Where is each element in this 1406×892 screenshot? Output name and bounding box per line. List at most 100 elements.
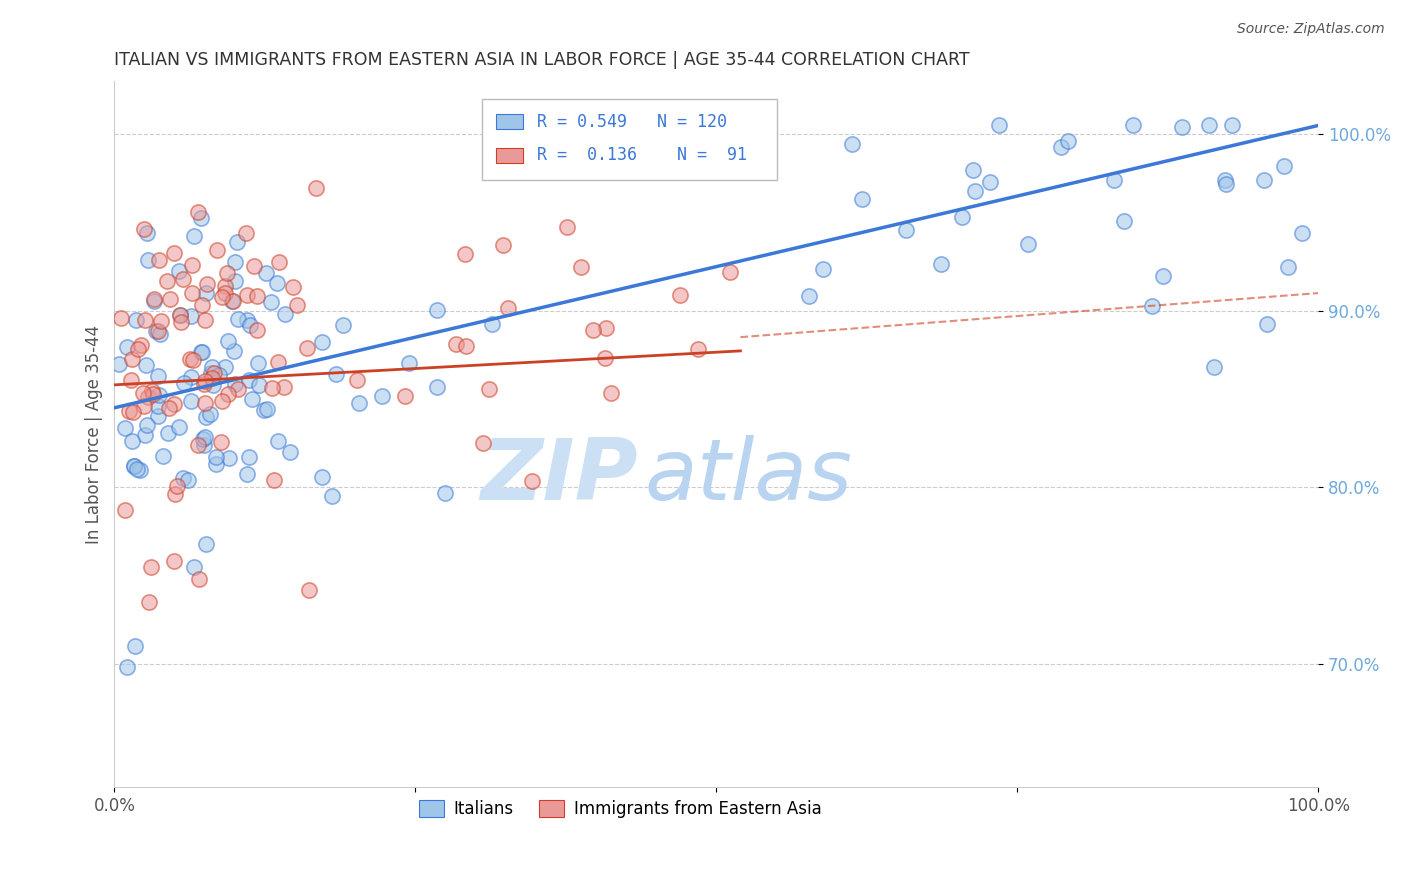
- Point: [215, 267, 238, 281]
- Point: [238, 373, 260, 387]
- Point: [1114, 214, 1136, 228]
- Point: [155, 274, 177, 288]
- Point: [266, 355, 288, 369]
- Point: [190, 211, 212, 226]
- Point: [221, 294, 243, 309]
- Point: [205, 450, 228, 464]
- Point: [194, 396, 217, 410]
- Point: [398, 355, 420, 369]
- Point: [266, 276, 288, 290]
- Point: [254, 266, 277, 280]
- Point: [143, 293, 166, 308]
- FancyBboxPatch shape: [482, 99, 776, 180]
- Point: [246, 356, 269, 370]
- Point: [238, 318, 260, 332]
- Point: [246, 323, 269, 337]
- Point: [180, 370, 202, 384]
- Point: [148, 399, 170, 413]
- Point: [132, 400, 155, 414]
- Point: [669, 288, 692, 302]
- Point: [1057, 134, 1080, 148]
- Point: [141, 559, 163, 574]
- Point: [141, 384, 163, 398]
- Point: [117, 403, 139, 417]
- Point: [235, 288, 257, 302]
- Point: [134, 427, 156, 442]
- Point: [157, 401, 180, 415]
- Point: [132, 386, 155, 401]
- Point: [183, 229, 205, 244]
- Point: [472, 435, 495, 450]
- Point: [273, 379, 295, 393]
- Point: [180, 286, 202, 301]
- Point: [163, 486, 186, 500]
- Point: [214, 285, 236, 300]
- Point: [114, 421, 136, 435]
- Point: [371, 389, 394, 403]
- Point: [180, 309, 202, 323]
- Point: [194, 430, 217, 444]
- Point: [197, 277, 219, 292]
- Point: [180, 394, 202, 409]
- Point: [1256, 317, 1278, 331]
- Point: [267, 434, 290, 448]
- Point: [146, 409, 169, 423]
- Point: [1017, 236, 1039, 251]
- Point: [141, 386, 163, 401]
- Point: [1102, 173, 1125, 187]
- Point: [492, 238, 515, 252]
- Point: [169, 419, 191, 434]
- Point: [204, 457, 226, 471]
- Point: [191, 432, 214, 446]
- Point: [256, 402, 278, 417]
- Point: [211, 290, 233, 304]
- Point: [124, 458, 146, 473]
- Text: atlas: atlas: [644, 435, 852, 518]
- Point: [198, 407, 221, 421]
- Point: [172, 470, 194, 484]
- Point: [222, 344, 245, 359]
- Point: [121, 352, 143, 367]
- Point: [129, 462, 152, 476]
- Point: [134, 313, 156, 327]
- Point: [152, 449, 174, 463]
- Point: [177, 473, 200, 487]
- Point: [224, 255, 246, 269]
- Point: [163, 554, 186, 568]
- Point: [127, 342, 149, 356]
- Point: [426, 380, 449, 394]
- Point: [298, 582, 321, 597]
- Point: [148, 368, 170, 383]
- Point: [180, 258, 202, 272]
- Point: [253, 403, 276, 417]
- FancyBboxPatch shape: [496, 148, 523, 163]
- Point: [311, 469, 333, 483]
- Point: [1213, 172, 1236, 186]
- Point: [214, 278, 236, 293]
- Point: [217, 334, 239, 349]
- Point: [581, 323, 603, 337]
- Point: [1253, 173, 1275, 187]
- Point: [193, 438, 215, 452]
- Point: [454, 247, 477, 261]
- Point: [235, 226, 257, 240]
- Text: ITALIAN VS IMMIGRANTS FROM EASTERN ASIA IN LABOR FORCE | AGE 35-44 CORRELATION C: ITALIAN VS IMMIGRANTS FROM EASTERN ASIA …: [114, 51, 970, 69]
- Point: [121, 434, 143, 449]
- Point: [163, 246, 186, 260]
- Point: [167, 264, 190, 278]
- Point: [148, 253, 170, 268]
- Point: [194, 374, 217, 388]
- Point: [224, 274, 246, 288]
- Point: [595, 351, 617, 365]
- Point: [205, 243, 228, 257]
- Point: [187, 438, 209, 452]
- Point: [208, 368, 231, 383]
- Point: [195, 285, 218, 300]
- Point: [136, 417, 159, 432]
- Text: ZIP: ZIP: [481, 435, 638, 518]
- Point: [134, 222, 156, 236]
- Point: [214, 359, 236, 374]
- Point: [1171, 120, 1194, 134]
- Point: [247, 377, 270, 392]
- Point: [1220, 119, 1243, 133]
